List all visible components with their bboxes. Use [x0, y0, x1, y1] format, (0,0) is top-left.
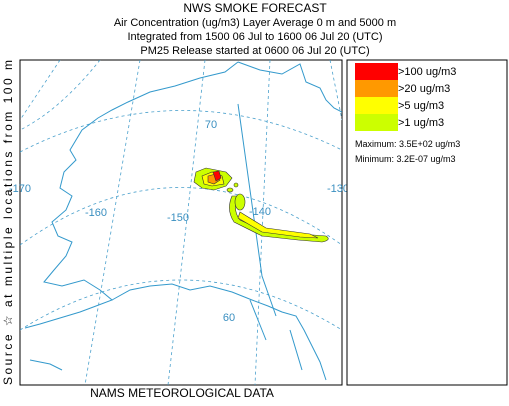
legend-swatch — [355, 80, 398, 97]
graticule — [20, 60, 342, 385]
map: -170 -160 -150 -140 -130 70 60 — [9, 59, 349, 386]
subtitle-line: PM25 Release started at 0600 06 Jul 20 (… — [140, 45, 369, 57]
title: NWS SMOKE FORECAST — [183, 1, 327, 15]
map-content — [20, 60, 342, 385]
footer: NAMS METEOROLOGICAL DATA — [90, 386, 274, 400]
legend-label: >1 ug/m3 — [398, 117, 444, 129]
subtitle-line: Air Concentration (ug/m3) Layer Average … — [114, 17, 396, 29]
longitude-label: -160 — [85, 207, 107, 219]
coastline — [24, 61, 342, 381]
longitude-label: -170 — [9, 183, 31, 195]
legend-label: >100 ug/m3 — [398, 66, 456, 78]
source-label: Source ☆ at multiple locations from 100 … — [1, 60, 15, 385]
latitude-label: 60 — [223, 312, 235, 324]
longitude-label: -130 — [327, 183, 349, 195]
legend-label: >5 ug/m3 — [398, 100, 444, 112]
latitude-label: 70 — [205, 119, 217, 131]
longitude-label: -140 — [249, 206, 271, 218]
legend-swatch — [355, 114, 398, 131]
maximum: Maximum: 3.5E+02 ug/m3 — [355, 139, 460, 149]
subtitle-line: Integrated from 1500 06 Jul to 1600 06 J… — [128, 31, 383, 43]
smoke-plume — [193, 167, 329, 243]
minimum: Minimum: 3.2E-07 ug/m3 — [355, 154, 456, 164]
legend-swatch — [355, 97, 398, 114]
longitude-label: -150 — [167, 212, 189, 224]
map-frame — [19, 59, 343, 386]
legend: >100 ug/m3 >20 ug/m3 >5 ug/m3 >1 ug/m3 — [355, 63, 456, 131]
legend-label: >20 ug/m3 — [398, 83, 450, 95]
legend-swatch — [355, 63, 398, 80]
graticule-labels: -170 -160 -150 -140 -130 70 60 — [9, 119, 349, 324]
